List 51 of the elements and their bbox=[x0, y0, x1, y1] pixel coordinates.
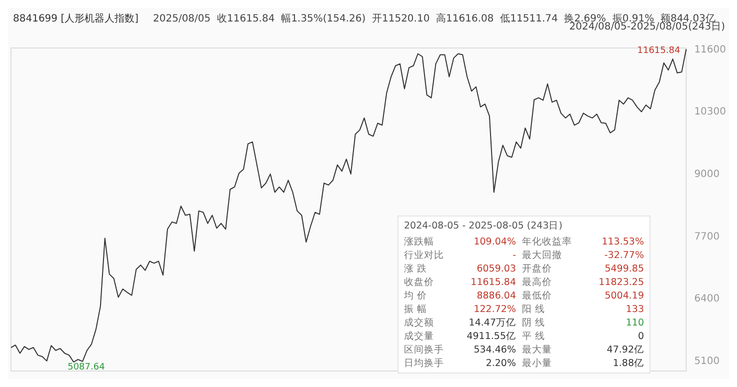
annotation: 年化收益率 bbox=[522, 236, 572, 248]
annotation: 6059.03 bbox=[476, 264, 516, 274]
annotation: 收盘价 bbox=[404, 276, 434, 288]
annotation: 5004.19 bbox=[604, 290, 644, 302]
annotation: 133 bbox=[626, 304, 644, 315]
text: 2024/08/05-2025/08/05(243日) bbox=[569, 22, 726, 32]
annotation: 11615.84 bbox=[637, 46, 680, 56]
annotation: 均 价 bbox=[403, 290, 428, 302]
annotation: 110 bbox=[626, 318, 644, 328]
chart-title: 8841699 [人形机器人指数] bbox=[13, 12, 139, 24]
annotation: 113.53% bbox=[602, 236, 644, 248]
annotation: 成交额 bbox=[404, 316, 434, 328]
annotation: 平 线 bbox=[522, 330, 546, 342]
y-tick-label: 7700 bbox=[694, 231, 720, 242]
annotation: 47.92亿 bbox=[606, 344, 644, 356]
annotation: 最高价 bbox=[522, 276, 552, 288]
annotation: 开盘价 bbox=[522, 262, 552, 274]
annotation: 日均换手 bbox=[404, 357, 444, 369]
annotation: 5087.64 bbox=[68, 362, 106, 373]
annotation: 涨跌幅 bbox=[404, 236, 434, 248]
annotation: 109.04% bbox=[474, 236, 516, 248]
y-tick-label: 5100 bbox=[694, 356, 720, 367]
annotation: 最低价 bbox=[522, 290, 552, 302]
annotation: 涨 跌 bbox=[404, 262, 428, 274]
annotation: 行业对比 bbox=[404, 249, 444, 261]
annotation: 2024-08-05 - 2025-08-05 (243日) bbox=[404, 220, 562, 232]
annotation: 最小量 bbox=[522, 357, 552, 369]
annotation: 5499.85 bbox=[604, 264, 644, 274]
y-tick-label: 6400 bbox=[694, 294, 720, 305]
annotation: 122.72% bbox=[474, 304, 516, 315]
y-tick-label: 11600 bbox=[694, 44, 726, 56]
annotation: 14.47万亿 bbox=[468, 318, 516, 328]
y-tick-label: 10300 bbox=[694, 106, 726, 118]
annotation: 534.46% bbox=[474, 344, 516, 356]
annotation: - bbox=[512, 250, 516, 261]
annotation: 4911.55亿 bbox=[466, 331, 516, 342]
annotation: 11823.25 bbox=[598, 277, 644, 288]
annotation: 2.20% bbox=[486, 358, 516, 369]
annotation: 0 bbox=[638, 331, 644, 342]
y-tick-label: 9000 bbox=[694, 169, 720, 180]
annotation: 最大回撤 bbox=[522, 249, 562, 261]
annotation: 阳 线 bbox=[522, 303, 546, 315]
annotation: 振 幅 bbox=[404, 303, 428, 315]
annotation: 11615.84 bbox=[470, 277, 516, 288]
annotation: 最大量 bbox=[522, 344, 552, 356]
annotation: 阴 线 bbox=[522, 316, 546, 328]
annotation: 1.88亿 bbox=[612, 358, 644, 369]
annotation: 成交量 bbox=[404, 330, 434, 342]
annotation: 区间换手 bbox=[404, 344, 444, 356]
annotation: -32.77% bbox=[604, 250, 644, 261]
annotation: 8886.04 bbox=[476, 290, 516, 302]
